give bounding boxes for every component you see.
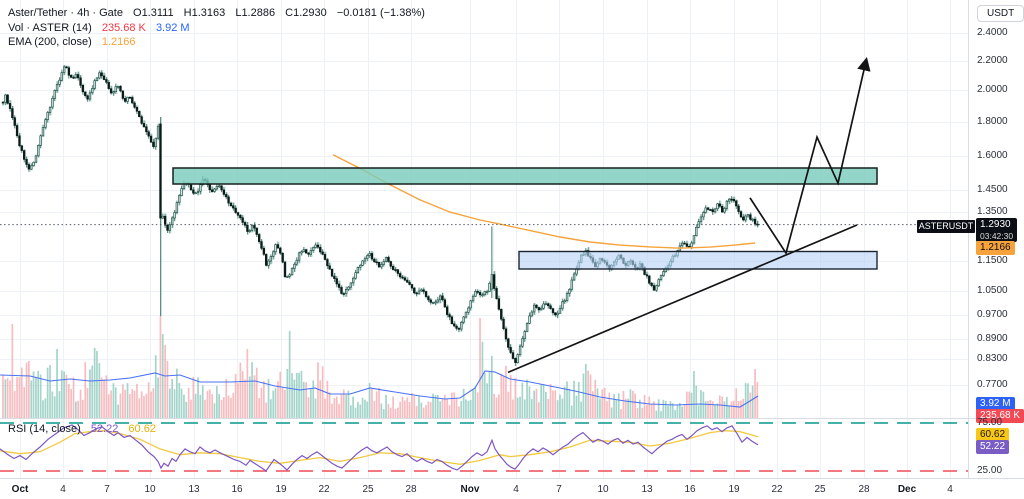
rsi-legend-row[interactable]: RSI (14, close) 52.22 60.62 [8, 423, 163, 435]
supply-zone[interactable] [172, 167, 878, 185]
price-axis-label: 1.6000 [977, 150, 1008, 161]
ohlc-open-label: O [133, 7, 142, 19]
volume-bars[interactable] [2, 316, 759, 419]
rsi-value-badge: 52.22 [976, 440, 1010, 454]
time-axis-label: 28 [405, 484, 417, 495]
projection-arrow[interactable] [749, 57, 871, 256]
ohlc-low-value: 1.2886 [241, 7, 276, 19]
rsi-ma-badge: 60.62 [976, 428, 1010, 442]
price-axis-label: 0.9700 [977, 309, 1008, 320]
time-axis-label: 16 [684, 484, 696, 495]
time-axis-label: 22 [771, 484, 783, 495]
ohlc-change-value: −0.0181 (−1.38%) [336, 7, 425, 19]
volume-ma-line[interactable] [0, 370, 759, 408]
rsi-value: 52.22 [90, 423, 119, 435]
time-axis-label: 25 [814, 484, 826, 495]
price-axis-label: 1.4500 [977, 184, 1008, 195]
ascending-trendline[interactable] [507, 224, 858, 374]
volume-ma-badge: 3.92 M [976, 397, 1015, 411]
ema-price-badge: 1.2166 [976, 241, 1015, 255]
price-axis-label: 2.4000 [977, 27, 1008, 38]
volume-legend-row[interactable]: Vol · ASTER (14) 235.68 K 3.92 M [8, 22, 197, 34]
price-axis-label: 1.8000 [977, 116, 1008, 127]
demand-zone[interactable] [518, 250, 878, 270]
rsi-lower-band-label: 25.00 [977, 465, 1003, 476]
volume-indicator-label[interactable]: Vol · ASTER (14) [8, 22, 92, 34]
last-price-value: 1.2930 [980, 219, 1011, 230]
ohlc-close-label: C [285, 7, 294, 19]
ohlc-high-value: 1.3163 [191, 7, 226, 19]
ohlc-open-value: 1.3111 [141, 7, 174, 19]
candles[interactable] [1, 65, 759, 366]
symbol-price-tag: ASTERUSDT [917, 220, 975, 233]
price-axis-label: 1.3500 [977, 206, 1008, 217]
time-axis-label: 28 [858, 484, 870, 495]
ema-value: 1.2166 [101, 36, 136, 48]
ema-legend-row[interactable]: EMA (200, close) 1.2166 [8, 36, 142, 48]
time-axis-label: 19 [728, 484, 740, 495]
time-axis-label: 4 [947, 484, 953, 495]
time-axis-label: 4 [60, 484, 66, 495]
time-axis-label: 22 [318, 484, 330, 495]
rsi-ma-value: 60.62 [128, 423, 156, 435]
time-axis-label: Dec [897, 484, 917, 495]
ohlc-high-label: H [183, 7, 192, 19]
symbol-legend-row[interactable]: Aster/Tether · 4h · Gate O1.3111 H1.3163… [8, 7, 432, 19]
time-axis-label: 25 [362, 484, 374, 495]
volume-value: 235.68 K [101, 22, 146, 34]
time-axis-label: 16 [231, 484, 243, 495]
ema-line[interactable] [332, 154, 756, 249]
rsi-ma-line[interactable] [0, 430, 759, 465]
price-axis-label: 0.8900 [977, 333, 1008, 344]
currency-toggle-button[interactable]: USDT [977, 5, 1024, 22]
time-axis-label: 13 [188, 484, 200, 495]
price-axis-label: 1.0500 [977, 285, 1008, 296]
time-axis-label: Nov [460, 484, 480, 495]
volume-value-badge: 235.68 K [976, 409, 1024, 423]
time-axis-label: 7 [104, 484, 110, 495]
price-axis-label: 2.0000 [977, 84, 1008, 95]
bar-countdown: 03:42:30 [980, 231, 1014, 241]
rsi-line[interactable] [0, 424, 759, 472]
time-axis-label: Oct [11, 484, 29, 495]
ema-indicator-label[interactable]: EMA (200, close) [8, 36, 92, 48]
ohlc-close-value: 1.2930 [293, 7, 327, 19]
ohlc-low-label: L [235, 7, 242, 19]
time-axis-label: 4 [513, 484, 519, 495]
price-axis-label: 1.1500 [977, 255, 1008, 266]
price-axis-label: 0.8300 [977, 353, 1008, 364]
time-axis-label: 10 [597, 484, 609, 495]
price-axis-label: 2.2000 [977, 55, 1008, 66]
time-axis-label: 10 [144, 484, 156, 495]
last-price-badge: 1.2930 03:42:30 [976, 218, 1018, 242]
rsi-upper-band-label: 75.00 [977, 417, 1003, 428]
time-axis-label: 7 [556, 484, 562, 495]
time-axis-label: 13 [641, 484, 653, 495]
volume-ma-value: 3.92 M [155, 22, 190, 34]
rsi-indicator-label[interactable]: RSI (14, close) [8, 423, 81, 435]
time-axis-label: 19 [275, 484, 287, 495]
price-axis-label: 0.7700 [977, 379, 1008, 390]
symbol-title[interactable]: Aster/Tether · 4h · Gate [8, 7, 123, 19]
